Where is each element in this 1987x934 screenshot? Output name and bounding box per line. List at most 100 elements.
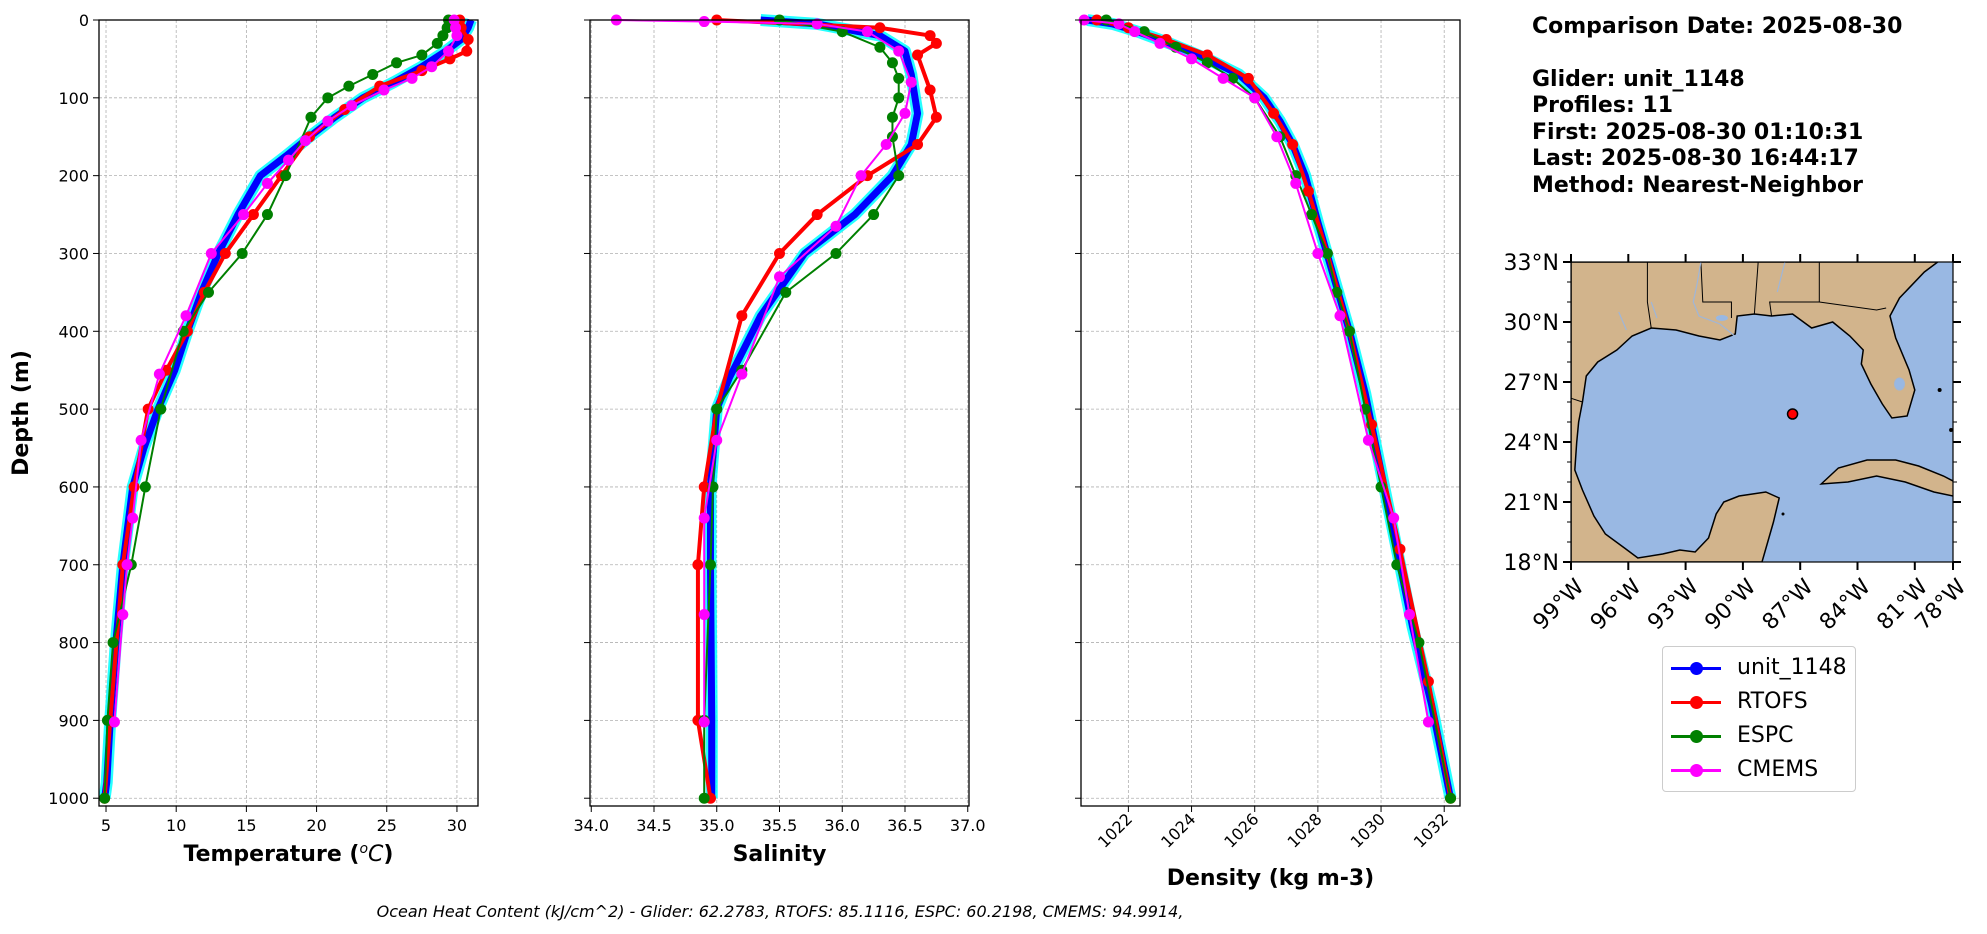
x-tick-label: 1026 [1220, 809, 1262, 851]
data-point [893, 72, 905, 84]
method: Method: Nearest-Neighbor [1532, 172, 1863, 198]
data-point [305, 111, 317, 123]
data-point [426, 61, 438, 73]
y-tick-label: 0 [79, 11, 89, 30]
location-map: 33°N 30°N 27°N 24°N 21°N 18°N99°W96°W93°W90°W… [1504, 251, 1972, 635]
first-time: First: 2025-08-30 01:10:31 [1532, 119, 1864, 145]
density-panel: 1022 1024 1026 1028 1030 1032 Density (kg m-3) [1075, 14, 1461, 891]
border-line [1700, 262, 1732, 318]
data-point [378, 84, 390, 96]
x-tick-label: 1030 [1347, 809, 1389, 851]
y-tick-label: 200 [58, 167, 89, 186]
x-axis-label: Salinity [733, 842, 827, 867]
island [1962, 420, 1966, 424]
last-time: Last: 2025-08-30 16:44:17 [1532, 146, 1859, 171]
data-point [1186, 53, 1198, 65]
data-point [462, 33, 474, 45]
data-point [128, 481, 140, 493]
legend-marker [1690, 764, 1703, 777]
lon-label: 84°W [1815, 574, 1876, 635]
map-content [1571, 262, 1966, 562]
border-line [1753, 262, 1759, 315]
river [1692, 262, 1738, 339]
data-point [155, 403, 167, 415]
data-point [1394, 543, 1406, 555]
data-point [893, 45, 905, 57]
island [1937, 388, 1942, 392]
data-point [1217, 72, 1229, 84]
data-point [1290, 177, 1302, 189]
data-point [416, 49, 428, 61]
data-point [451, 30, 463, 42]
x-tick-label: 37.0 [950, 816, 986, 835]
legend-item-glider: unit_1148 [1663, 651, 1853, 685]
data-point [283, 154, 294, 166]
y-tick-label: 500 [58, 400, 89, 419]
lat-label: 18°N [1504, 551, 1559, 576]
data-point [139, 481, 151, 493]
legend-item-cmems: CMEMS [1663, 753, 1853, 787]
data-point [443, 45, 455, 57]
x-tick-label: 35.5 [762, 816, 798, 835]
data-point [880, 139, 892, 151]
lat-label: 30°N [1504, 311, 1559, 336]
data-point [1227, 72, 1239, 84]
data-point [431, 37, 443, 49]
lon-label: 90°W [1701, 574, 1762, 635]
data-point [1201, 49, 1213, 61]
data-point [299, 135, 311, 147]
data-point [830, 247, 842, 259]
data-point [811, 18, 823, 30]
data-point [1201, 57, 1213, 69]
data-point [238, 209, 250, 221]
series-line [616, 19, 913, 722]
data-point [855, 170, 867, 182]
x-tick-label: 1028 [1283, 809, 1325, 851]
data-point [1422, 716, 1434, 728]
data-point [1403, 609, 1415, 621]
data-point [868, 209, 880, 221]
x-tick-label: 34.5 [636, 816, 672, 835]
data-point [1249, 92, 1261, 104]
data-point [153, 368, 165, 380]
data-point [1413, 637, 1425, 649]
data-point [1302, 185, 1314, 197]
data-point [899, 107, 911, 119]
border-line [1819, 301, 1887, 311]
data-point [698, 481, 710, 493]
island [1781, 512, 1785, 516]
data-point [1343, 325, 1355, 337]
data-point [698, 16, 710, 28]
x-tick-label: 10 [166, 816, 186, 835]
legend-label: RTOFS [1737, 689, 1808, 714]
data-point [202, 286, 214, 298]
comparison-info: Comparison Date: 2025-08-30 Glider: unit… [1532, 14, 1902, 199]
data-point [1445, 792, 1457, 804]
legend-marker [1690, 662, 1703, 675]
data-point [1113, 18, 1125, 30]
data-point [346, 100, 358, 112]
data-point [461, 45, 473, 57]
data-point [205, 247, 217, 259]
data-point [1271, 131, 1283, 143]
temperature-panel: 5 10 15 20 25 3001002003004005006007008009001… [9, 11, 479, 867]
data-point [874, 41, 886, 53]
degree-sup: o [359, 841, 368, 857]
series-line [1084, 19, 1430, 723]
y-axis-label: Depth (m) [9, 350, 34, 476]
legend-marker [1690, 730, 1703, 743]
data-point [1388, 512, 1400, 524]
y-tick-label: 400 [58, 322, 89, 341]
x-tick-label: 34.0 [573, 816, 609, 835]
axes-frame [98, 19, 479, 807]
data-point [912, 49, 924, 61]
data-point [1306, 209, 1318, 221]
data-point [180, 310, 192, 322]
data-point [322, 115, 334, 127]
lat-label: 33°N [1504, 251, 1559, 276]
legend-label: ESPC [1737, 723, 1794, 748]
x-tick-label: 1024 [1157, 809, 1199, 851]
river [1618, 311, 1627, 331]
island [1949, 428, 1953, 432]
data-point [99, 792, 111, 804]
